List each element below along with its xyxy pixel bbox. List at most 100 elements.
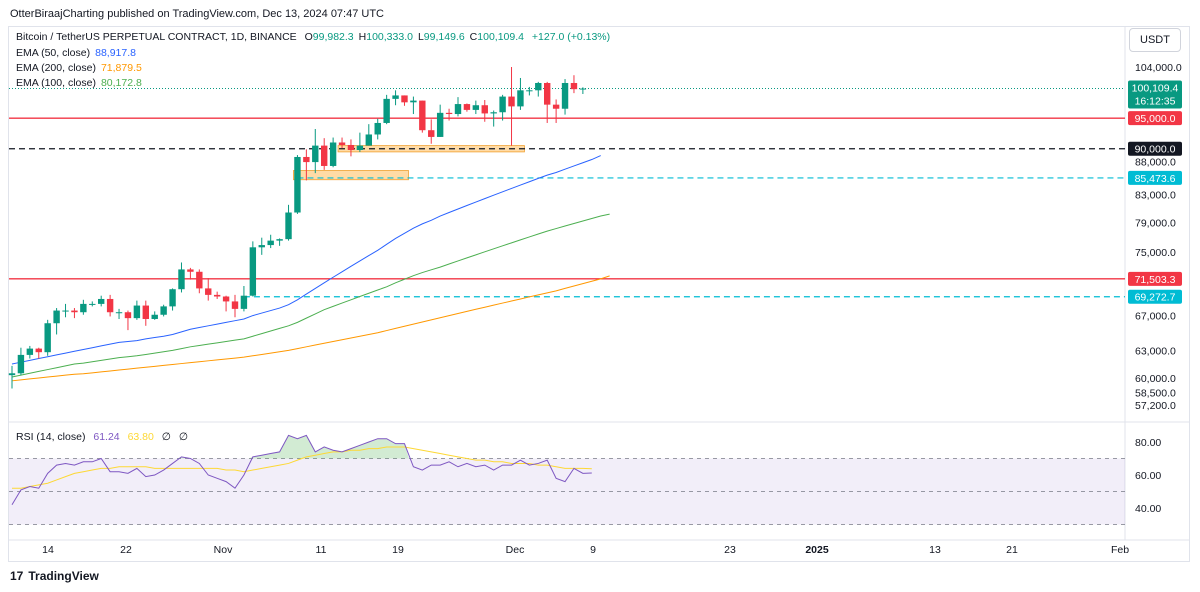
rsi-value: 61.24: [93, 431, 120, 443]
level-label-4: 71,503.3: [1135, 274, 1176, 286]
rsi-line: [11, 434, 592, 505]
candle-14: [124, 310, 132, 331]
candle-body: [499, 96, 506, 113]
candle-58: [517, 77, 524, 110]
candle-35: [312, 128, 319, 174]
candle-body: [303, 156, 310, 163]
candle-body: [454, 104, 462, 115]
candle-32: [285, 204, 292, 241]
candle-60: [535, 81, 542, 97]
rsi-ma-line: [12, 446, 592, 489]
level-label-1: 95,000.0: [1135, 113, 1176, 125]
candle-52: [463, 103, 471, 112]
candle-body: [240, 295, 248, 309]
candle-body: [106, 298, 114, 313]
ema50-value: 88,917.8: [95, 47, 136, 59]
time-tick-label: Dec: [506, 544, 525, 556]
candle-16: [142, 300, 149, 326]
tradingview-logo[interactable]: 17 TradingView: [10, 569, 99, 583]
rsi-legend[interactable]: RSI (14, close) 61.24 63.80 ∅ ∅: [16, 431, 188, 443]
candle-body: [133, 305, 141, 319]
candle-54: [481, 100, 488, 122]
level-label-2: 90,000.0: [1135, 144, 1176, 156]
rsi-tick-label: 60.00: [1135, 470, 1161, 482]
candle-body: [383, 98, 390, 123]
tradingview-logo-icon: 17: [10, 569, 24, 583]
candle-64: [570, 75, 578, 94]
order-zone-2: [293, 170, 409, 181]
candle-47: [419, 100, 426, 133]
candle-44: [392, 90, 399, 106]
candle-body: [71, 310, 78, 313]
candle-12: [106, 294, 114, 317]
candle-55: [490, 110, 497, 127]
candle-21: [187, 267, 194, 280]
ohlc-value-c: 100,109.4: [477, 31, 524, 43]
candle-body: [8, 373, 16, 376]
ema100-legend[interactable]: EMA (100, close) 80,172.8: [16, 77, 142, 89]
candle-body: [535, 82, 542, 91]
candle-body: [544, 82, 551, 105]
candle-body: [178, 269, 185, 290]
candle-22: [196, 269, 203, 294]
level-label-5: 69,272.7: [1135, 292, 1176, 304]
rsi-tick-label: 80.00: [1135, 437, 1161, 449]
last-price-countdown: 16:12:35: [1135, 96, 1176, 108]
candle-body: [294, 156, 301, 213]
candle-body: [285, 212, 292, 240]
candle-20: [178, 262, 185, 293]
candle-42: [374, 118, 381, 140]
time-tick-label: 11: [316, 544, 327, 556]
ema50-legend[interactable]: EMA (50, close) 88,917.8: [16, 47, 136, 59]
candle-body: [410, 100, 417, 103]
candle-27: [240, 286, 248, 312]
time-tick-label: 2025: [805, 544, 829, 556]
candle-body: [526, 90, 533, 92]
candle-63: [561, 79, 569, 115]
candle-1: [8, 365, 16, 389]
candle-39: [347, 139, 355, 157]
candle-65: [579, 87, 587, 95]
candle-body: [365, 134, 372, 146]
ema200-legend[interactable]: EMA (200, close) 71,879.5: [16, 62, 142, 74]
ema200-line: [11, 275, 610, 382]
ohlc-value-o: 99,982.3: [312, 31, 354, 43]
candle-5: [44, 319, 51, 356]
candle-25: [222, 295, 230, 312]
symbol-legend: Bitcoin / TetherUS PERPETUAL CONTRACT, 1…: [16, 31, 610, 43]
candle-body: [419, 100, 426, 131]
candle-body: [321, 145, 328, 166]
candle-body: [401, 95, 408, 103]
change-value: +127.0 (+0.13%): [531, 31, 611, 43]
candle-body: [35, 348, 42, 353]
level-label-3-bg: [1128, 170, 1182, 185]
candle-30: [267, 234, 274, 249]
candle-8: [71, 308, 78, 319]
level-label-1-bg: [1128, 111, 1182, 126]
price-tick-label: 83,000.0: [1135, 190, 1176, 202]
candle-body: [312, 145, 319, 163]
currency-button[interactable]: USDT: [1129, 28, 1181, 52]
price-tick-label: 67,000.0: [1135, 311, 1176, 323]
candle-18: [160, 304, 167, 317]
candle-59: [526, 86, 533, 96]
candle-body: [89, 303, 96, 305]
time-tick-label: 19: [392, 544, 404, 556]
level-label-2-bg: [1128, 141, 1182, 156]
rsi-empty-2: ∅: [178, 431, 189, 443]
candle-57: [508, 67, 515, 146]
candle-body: [17, 354, 25, 374]
candle-29: [258, 237, 265, 255]
time-tick-label: 13: [929, 544, 941, 556]
ohlc-key-h: H: [358, 31, 367, 43]
time-tick-label: 9: [590, 544, 596, 556]
time-tick-label: 22: [120, 544, 132, 556]
price-tick-label: 60,000.0: [1135, 373, 1176, 385]
last-price-label: 100,109.4: [1132, 83, 1179, 95]
price-tick-label: 104,000.0: [1135, 62, 1182, 74]
candle-body: [338, 142, 346, 145]
candle-body: [436, 112, 444, 137]
candle-9: [80, 299, 87, 315]
candle-body: [481, 105, 488, 114]
